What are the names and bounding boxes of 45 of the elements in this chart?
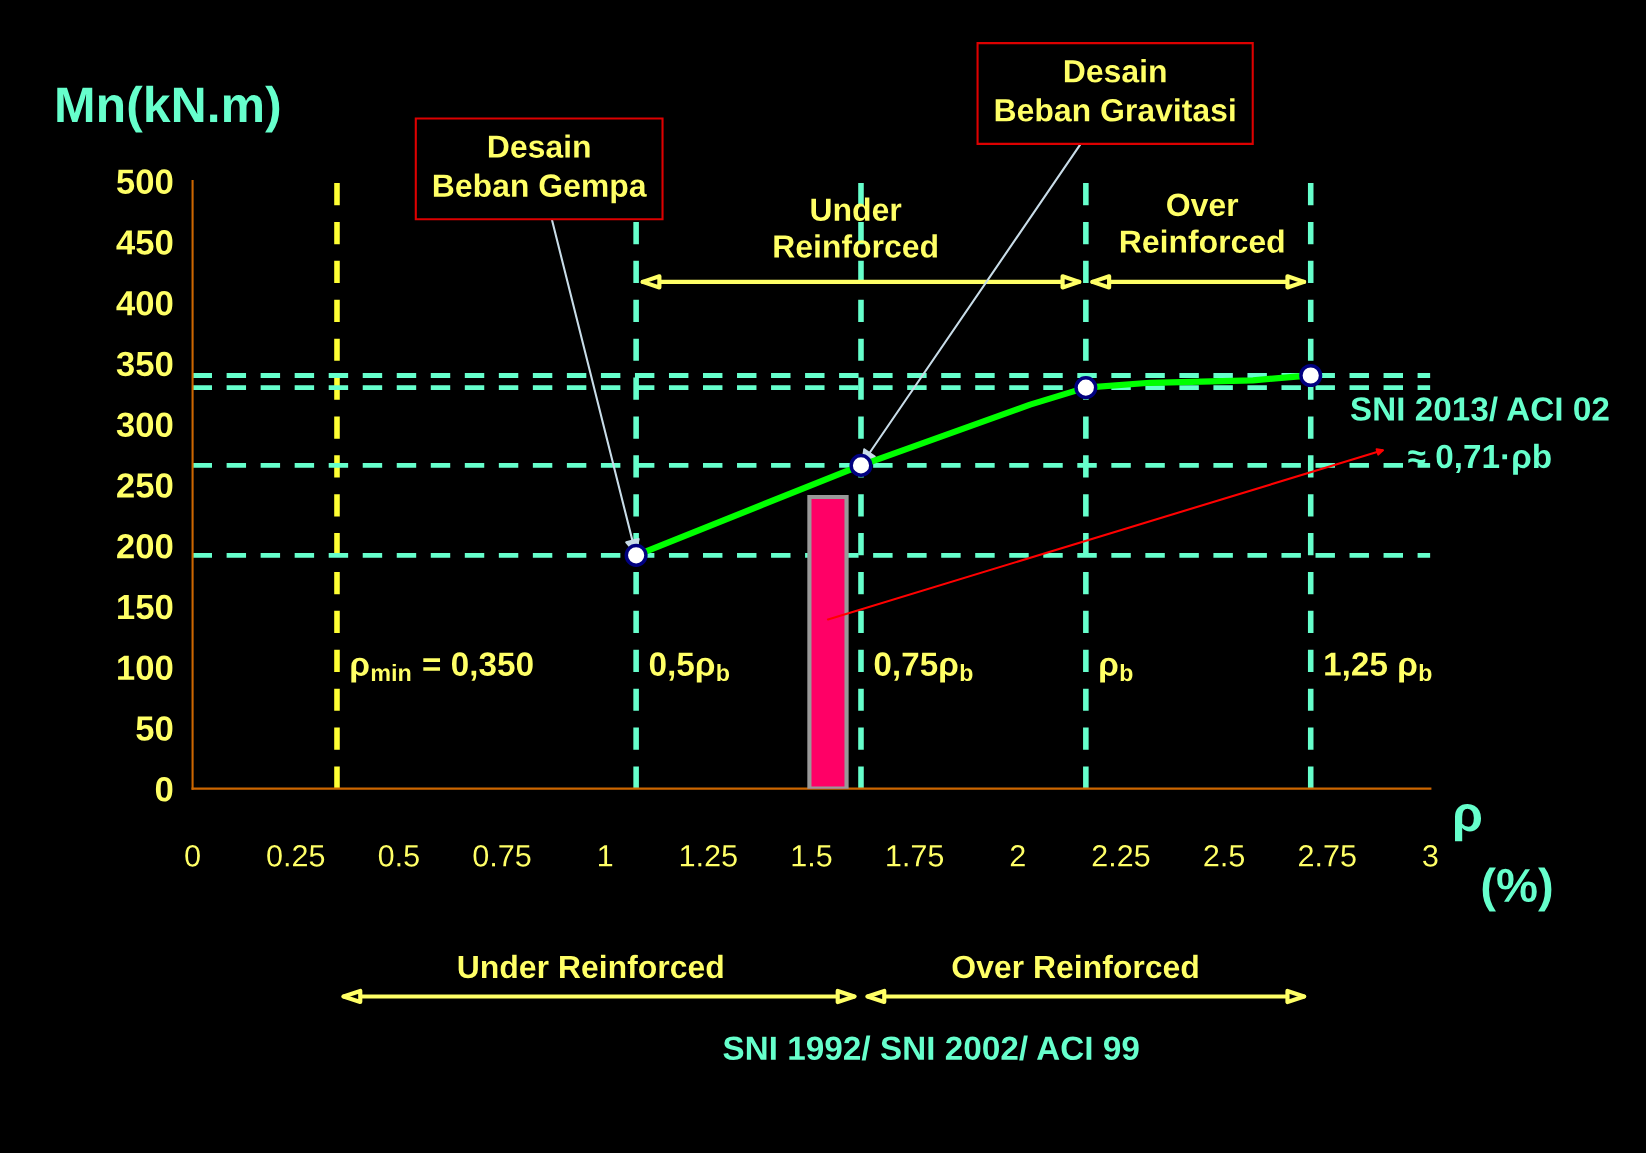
y-tick-label: 500 (116, 169, 173, 194)
y-tick-label: 100 (118, 655, 173, 681)
ref-line-label: ρ$_{b}$ (1100, 657, 1133, 683)
ref-line-label: 1,25 ρ$_{b}$ (1325, 652, 1432, 683)
text: (%) (1482, 867, 1552, 912)
x-tick-label: 0.75 (473, 845, 531, 867)
text: SNI 1992/ SNI 2002/ ACI 99 (723, 1035, 1139, 1061)
x-tick-label: 1.5 (792, 845, 832, 867)
y-tick-label: 450 (116, 230, 173, 255)
text: Under Reinforced (458, 954, 723, 979)
y-axis-title: Mn(kN.m) (57, 85, 280, 133)
y-tick-label: 250 (117, 473, 173, 498)
x-tick-label: 1.25 (680, 845, 737, 867)
annotation: Desain Beban Gravitasi (995, 59, 1235, 122)
y-tick-label: 150 (118, 594, 173, 620)
ref-line-label: ρ$_{min}$ = 0,350 (351, 652, 533, 683)
point (849, 453, 873, 477)
ref-line-label: 0,5ρ$_{b}$ (649, 652, 730, 683)
x-tick-label: 0.25 (267, 845, 325, 867)
annotation: SNI 2013/ ACI 02 (1350, 396, 1609, 422)
annotation: Over Reinforced (1120, 193, 1284, 253)
x-tick-label: 1 (599, 845, 613, 867)
x-tick-label: 0.5 (378, 845, 419, 867)
y-tick-label: 350 (116, 351, 173, 377)
y-tick-label: 300 (116, 412, 173, 438)
ref-line-label: 0,75ρ$_{b}$ (874, 652, 973, 683)
point (1299, 363, 1323, 388)
y-tick-label: 0 (155, 776, 173, 802)
y-tick-label: 400 (116, 290, 173, 316)
point (624, 543, 648, 567)
text: Over Reinforced (952, 954, 1198, 979)
x-tick-label: 1.75 (887, 845, 944, 867)
x-tick-label: 2.75 (1299, 845, 1356, 867)
x-tick-label: 0 (185, 845, 200, 867)
y-tick-label: 50 (136, 716, 173, 741)
x-tick-label: 3 (1423, 845, 1438, 867)
annotation: Desain Beban Gempa (433, 134, 647, 204)
y-tick-label: 200 (117, 533, 173, 559)
x-tick-label: 2.5 (1204, 845, 1245, 867)
point (1074, 376, 1098, 400)
x-tick-label: 2 (1010, 845, 1025, 867)
annotation: ≈ 0,71·ρb (1408, 443, 1551, 475)
x-axis-title: ρ (1455, 804, 1482, 842)
x-tick-label: 2.25 (1092, 845, 1150, 867)
annotation: Under Reinforced (774, 197, 937, 258)
